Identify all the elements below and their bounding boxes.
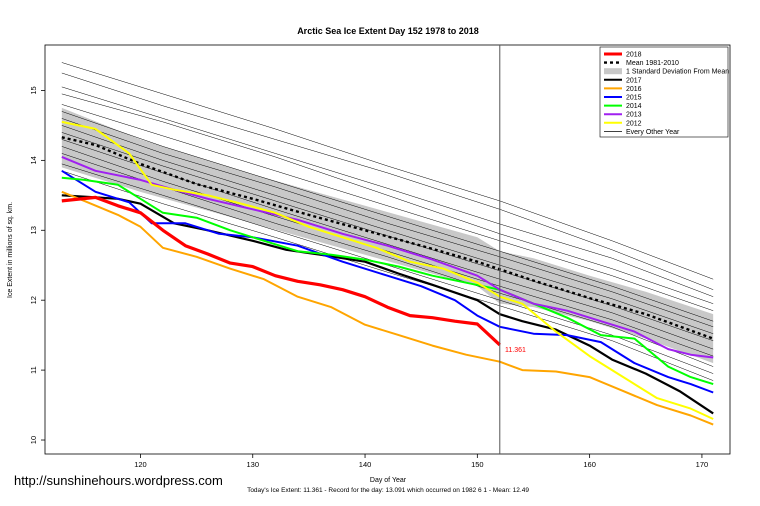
legend-label: Mean 1981-2010 (626, 60, 679, 67)
y-axis-label: Ice Extent in millions of sq. km. (7, 202, 14, 298)
legend-item: 2016 (604, 86, 642, 93)
plot-area-frame (44, 44, 731, 455)
legend-item: 2017 (604, 77, 642, 84)
series-layer (61, 120, 714, 426)
other-year-line (61, 86, 714, 297)
y-tick-label: 12 (29, 296, 38, 304)
x-tick-label: 150 (471, 460, 484, 469)
y-tick-label: 13 (29, 226, 38, 234)
series-line-2016 (61, 190, 714, 426)
legend-label: 2017 (626, 77, 642, 84)
x-tick-label: 140 (359, 460, 372, 469)
x-axis-label: Day of Year (370, 477, 407, 484)
chart-title: Arctic Sea Ice Extent Day 152 1978 to 20… (297, 26, 479, 36)
other-year-line (61, 118, 714, 328)
y-tick-label: 15 (29, 86, 38, 94)
other-year-line (61, 111, 714, 322)
other-year-line (61, 93, 714, 304)
legend-label: 2012 (626, 120, 642, 127)
series-line-2018 (61, 195, 501, 347)
y-tick-label: 14 (29, 156, 38, 164)
legend-label: 2014 (626, 103, 642, 110)
legend-label: 2015 (626, 95, 642, 102)
x-tick-label: 160 (583, 460, 596, 469)
legend-item: 2018 (604, 52, 642, 59)
other-year-line (61, 170, 714, 381)
other-year-line (61, 139, 714, 350)
series-line-2012 (61, 120, 714, 420)
legend-label: 1 Standard Deviation From Mean (626, 69, 729, 76)
y-tick-label: 11 (29, 366, 38, 374)
x-tick-label: 130 (246, 460, 259, 469)
legend-item: 1 Standard Deviation From Mean (604, 68, 729, 76)
legend-item: Mean 1981-2010 (604, 60, 679, 67)
site-url: http://sunshinehours.wordpress.com (14, 473, 223, 488)
x-axis: 120 130 140 150 160 170 (134, 454, 708, 469)
legend-item: Every Other Year (604, 129, 680, 136)
footer-note: Today's Ice Extent: 11.361 - Record for … (247, 487, 529, 494)
legend-label: 2018 (626, 52, 642, 59)
y-axis: 10 11 12 13 14 15 (29, 86, 45, 444)
series-line-2014 (61, 176, 714, 386)
mean-line (61, 136, 714, 340)
y-tick-label: 10 (29, 436, 38, 444)
series-line-2017 (61, 194, 714, 415)
series-line-2015 (61, 169, 714, 394)
mean-layer (61, 136, 714, 340)
legend-item: 2013 (604, 112, 642, 119)
legend-label: Every Other Year (626, 129, 680, 136)
legend-label: 2013 (626, 112, 642, 119)
legend-swatch (604, 68, 622, 75)
other-year-line (61, 104, 714, 311)
x-tick-label: 120 (134, 460, 147, 469)
other-year-line (61, 62, 714, 280)
legend-item: 2012 (604, 120, 642, 127)
other-year-line (61, 146, 714, 357)
today-value-label: 11.361 (505, 347, 526, 354)
other-year-line (61, 125, 714, 334)
legend-item: 2015 (604, 95, 642, 102)
legend-item: 2014 (604, 103, 642, 110)
x-tick-label: 170 (696, 460, 709, 469)
legend-label: 2016 (626, 86, 642, 93)
other-year-line (61, 132, 714, 341)
other-year-line (61, 72, 714, 290)
